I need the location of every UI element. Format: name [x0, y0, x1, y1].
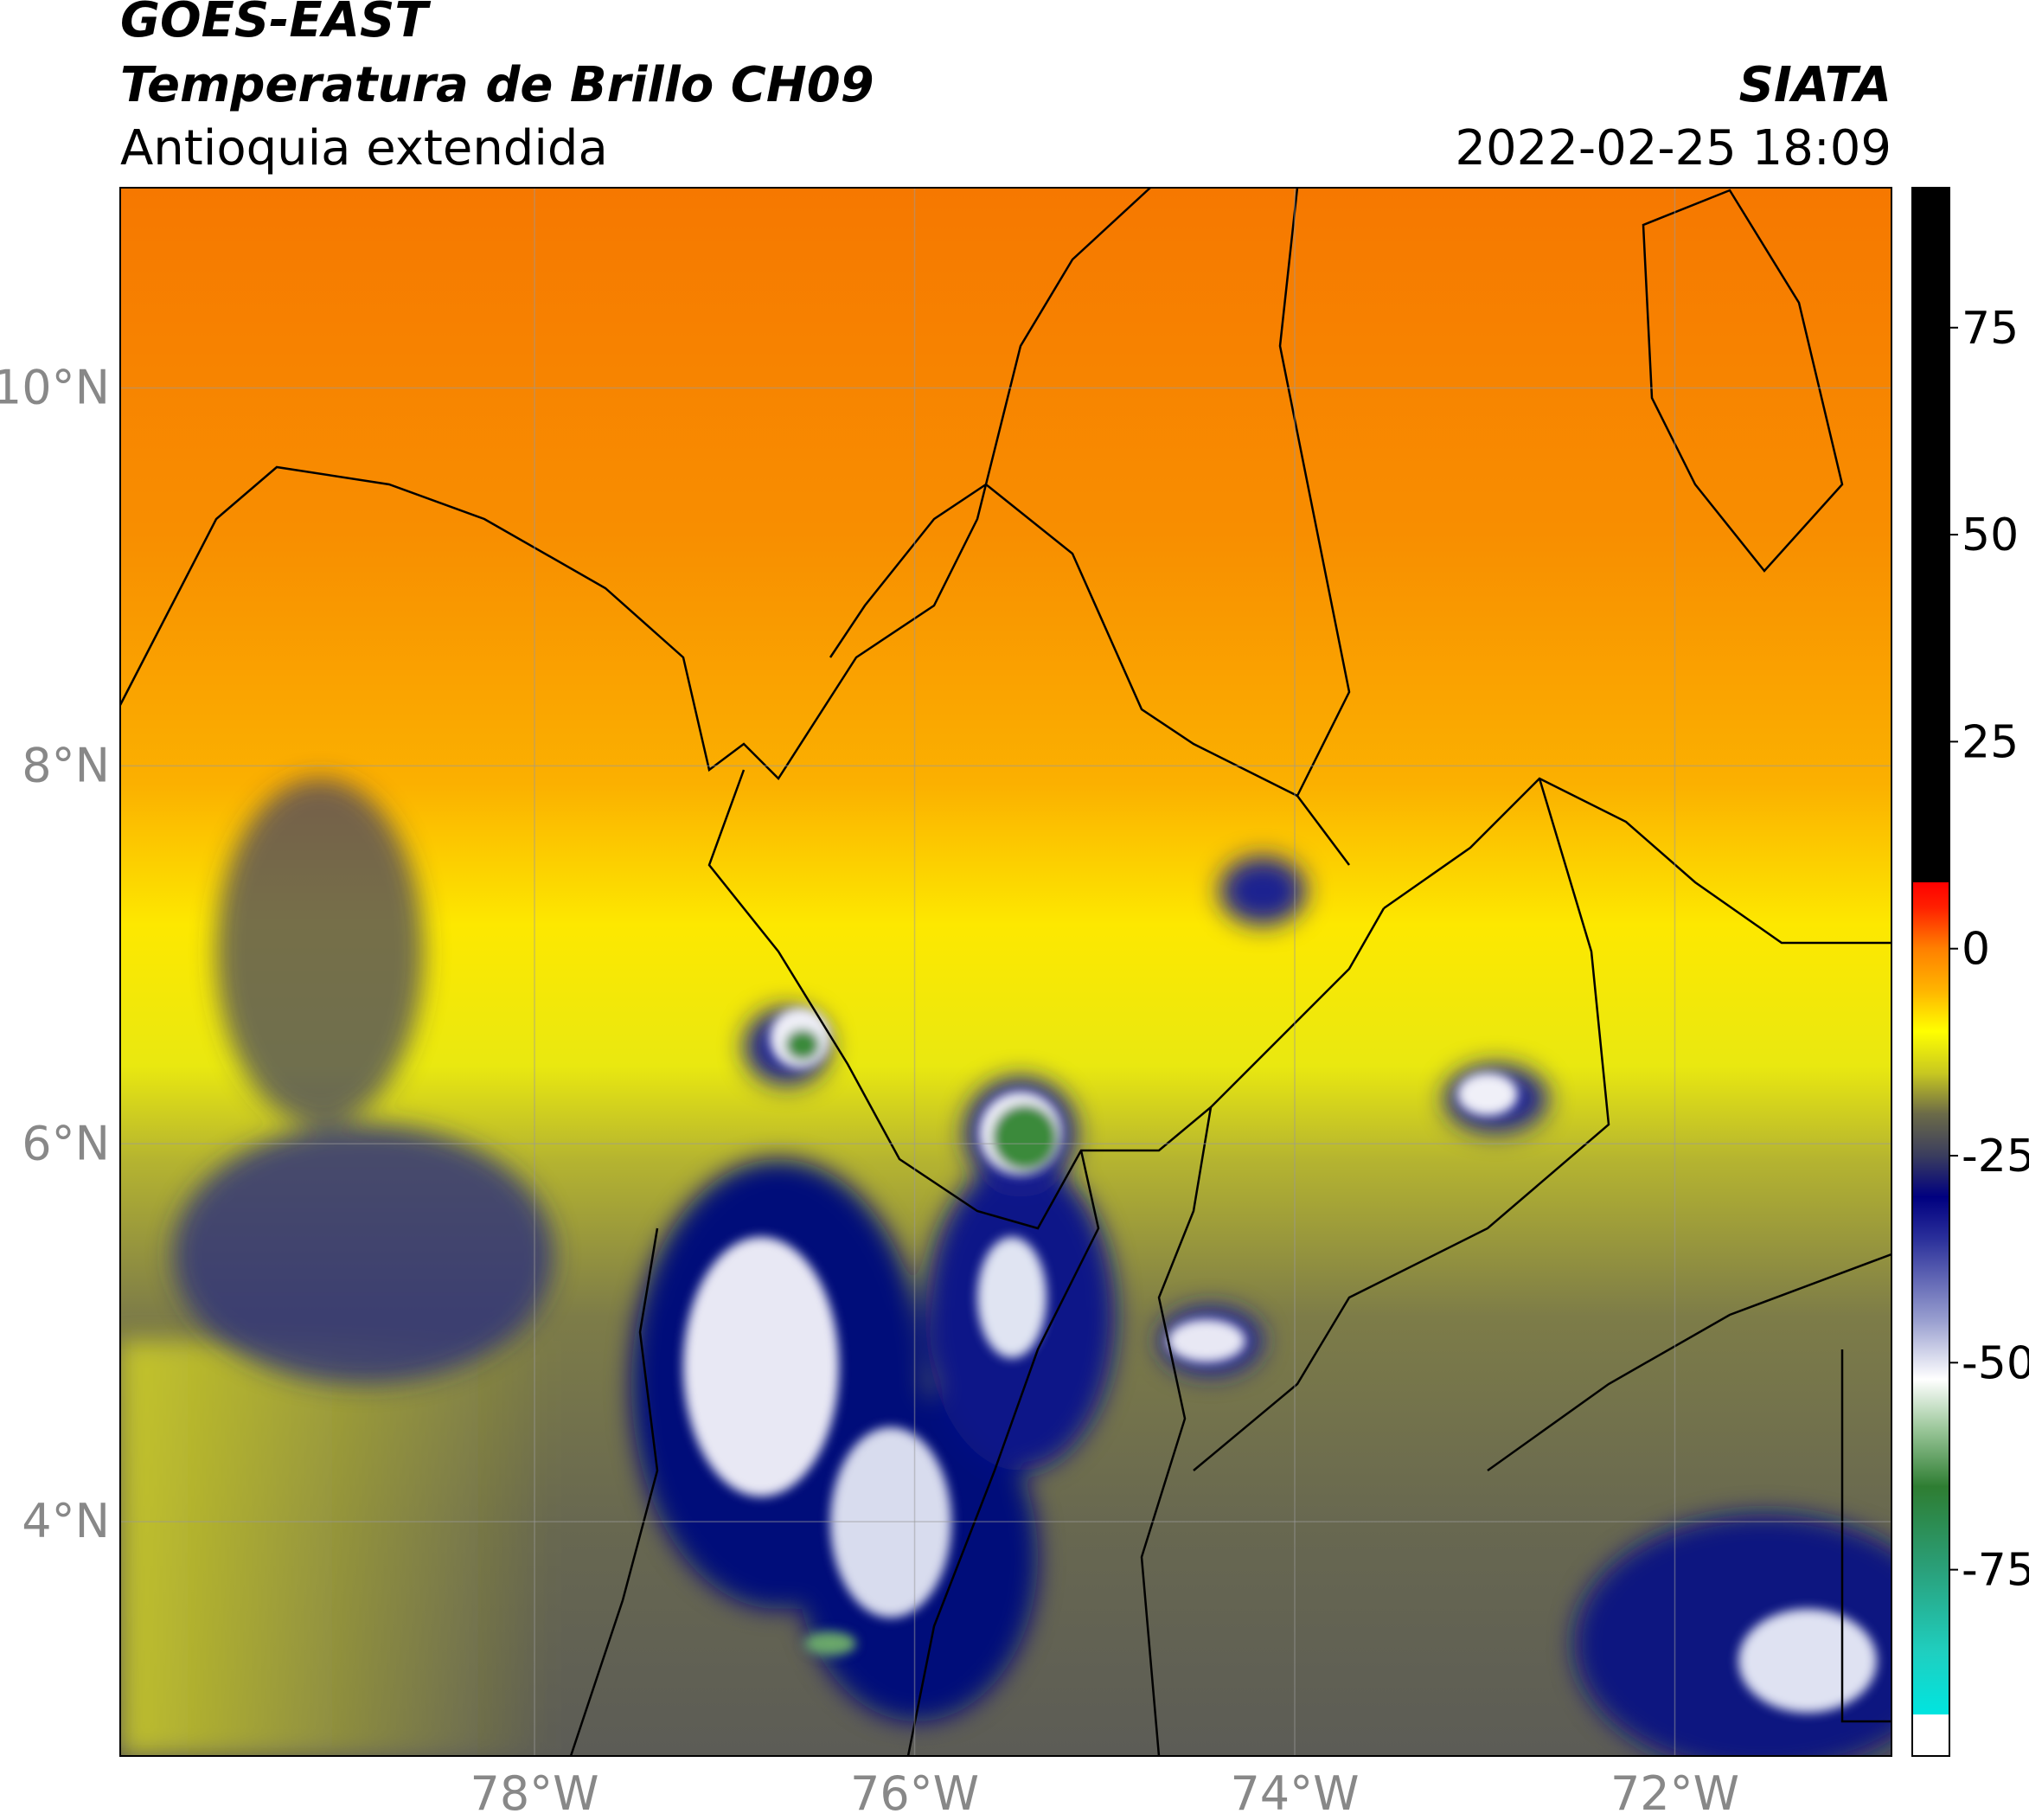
y-tick-label: 6°N	[22, 1116, 110, 1170]
y-tick-label: 10°N	[0, 361, 110, 415]
map-frame	[119, 187, 1892, 1757]
colorbar-tick-label: -25	[1962, 1131, 2029, 1182]
colorbar-tick-label: 25	[1962, 716, 2019, 768]
colorbar-tick-label: -75	[1962, 1545, 2029, 1597]
colorbar-tick-label: -50	[1962, 1337, 2029, 1389]
source: SIATA	[1739, 57, 1891, 113]
colorbar-tick-label: 75	[1962, 303, 2019, 355]
map-image	[120, 188, 1891, 1756]
x-tick-label: 74°W	[1230, 1766, 1359, 1817]
region: Antioquia extendida	[120, 120, 608, 176]
y-tick-label: 4°N	[22, 1494, 110, 1548]
title: GOES-EAST	[120, 0, 431, 48]
datetime: 2022-02-25 18:09	[1455, 120, 1891, 176]
x-tick-label: 78°W	[470, 1766, 598, 1817]
colorbar-tick-label: 50	[1962, 509, 2019, 561]
subtitle: Temperatura de Brillo CH09	[120, 57, 874, 113]
colorbar	[1911, 187, 1950, 1757]
y-tick-label: 8°N	[22, 738, 110, 792]
x-tick-label: 72°W	[1610, 1766, 1739, 1817]
colorbar-tick-label: 0	[1962, 924, 1990, 976]
x-tick-label: 76°W	[850, 1766, 979, 1817]
grid	[120, 188, 1891, 1756]
